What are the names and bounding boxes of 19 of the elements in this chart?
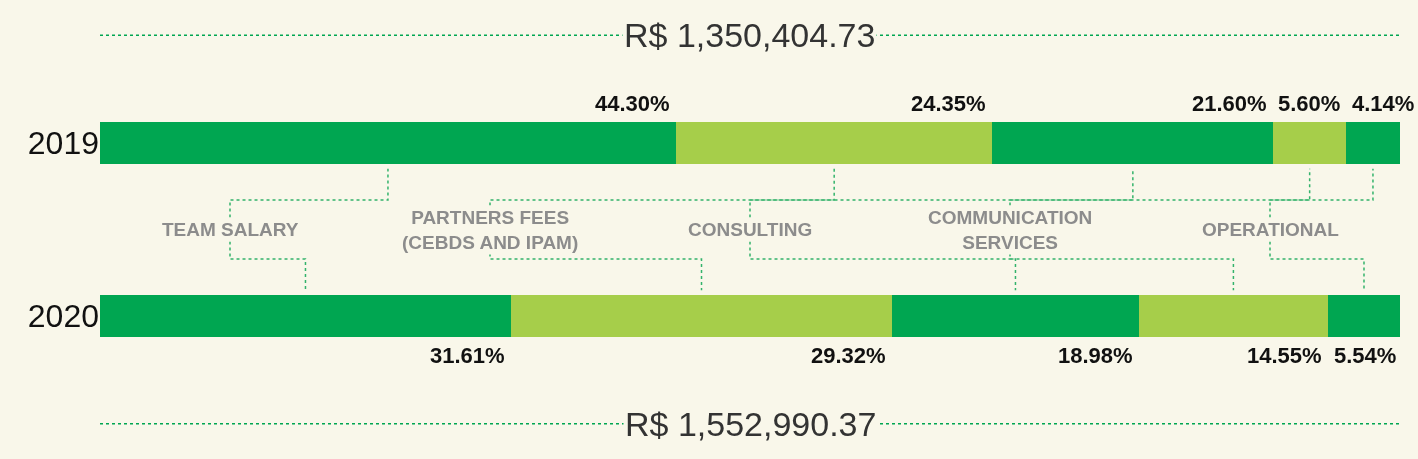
text: CONSULTING [688, 219, 813, 240]
data-label: 14.55% [1247, 343, 1322, 368]
text: PARTNERS FEES (CEBDS AND IPAM) [402, 207, 579, 253]
data-label: 18.98% [1058, 343, 1133, 368]
data-label: 4.14% [1352, 91, 1415, 116]
data-label: 24.35% [911, 91, 986, 116]
data-label: 5.60% [1278, 91, 1341, 116]
total-label: R$ 1,350,404.73 [624, 16, 876, 54]
data-label: 31.61% [430, 343, 505, 368]
y-tick-label: 2020 [27, 298, 99, 335]
text: OPERATIONAL [1202, 219, 1340, 240]
data-label: 5.54% [1334, 343, 1397, 368]
data-label: 29.32% [811, 343, 886, 368]
text: COMMUNICATION SERVICES [928, 207, 1093, 253]
data-label: 44.30% [595, 91, 670, 116]
total-label: R$ 1,552,990.37 [625, 405, 877, 443]
y-tick-label: 2019 [27, 124, 99, 161]
data-label: 21.60% [1192, 91, 1267, 116]
text: TEAM SALARY [162, 219, 299, 240]
